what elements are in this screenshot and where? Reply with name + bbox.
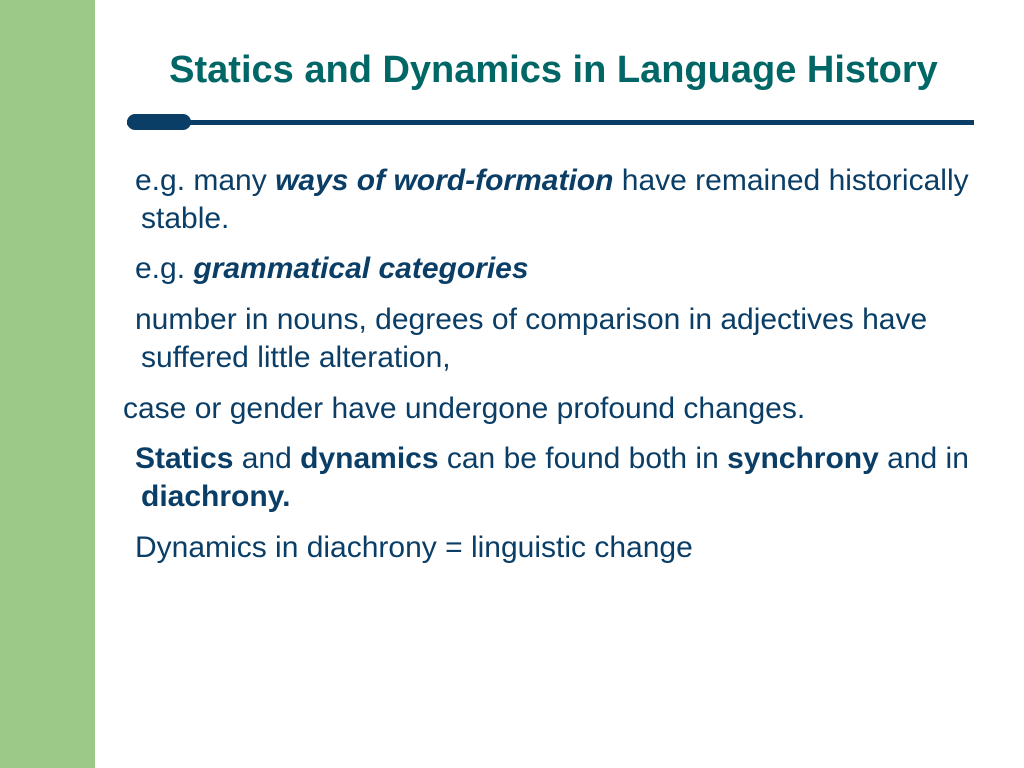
paragraph-5: Statics and dynamics can be found both i… — [123, 440, 984, 517]
text-span: e.g. many — [135, 164, 275, 197]
slide-body: e.g. many ways of word-formation have re… — [123, 162, 984, 568]
emph-grammatical-categories: grammatical categories — [193, 252, 528, 285]
paragraph-1: e.g. many ways of word-formation have re… — [123, 162, 984, 239]
paragraph-4: case or gender have undergone profound c… — [123, 390, 984, 428]
text-span: and — [233, 442, 300, 475]
paragraph-2: e.g. grammatical categories — [123, 250, 984, 288]
emph-word-formation: ways of word-formation — [275, 164, 613, 197]
divider-cap — [127, 114, 191, 130]
text-span: and in — [879, 442, 969, 475]
sidebar-accent — [0, 0, 95, 768]
text-span: e.g. — [135, 252, 193, 285]
text-span: can be found both in — [439, 442, 728, 475]
emph-statics: Statics — [135, 442, 233, 475]
emph-diachrony: diachrony. — [141, 480, 290, 513]
slide-content: Statics and Dynamics in Language History… — [95, 0, 1024, 768]
emph-dynamics: dynamics — [300, 442, 438, 475]
emph-synchrony: synchrony — [727, 442, 879, 475]
divider-line — [127, 120, 974, 125]
paragraph-6: Dynamics in diachrony = linguistic chang… — [123, 529, 984, 567]
title-divider — [127, 116, 974, 128]
paragraph-3: number in nouns, degrees of comparison i… — [123, 301, 984, 378]
slide-title: Statics and Dynamics in Language History — [123, 48, 984, 94]
